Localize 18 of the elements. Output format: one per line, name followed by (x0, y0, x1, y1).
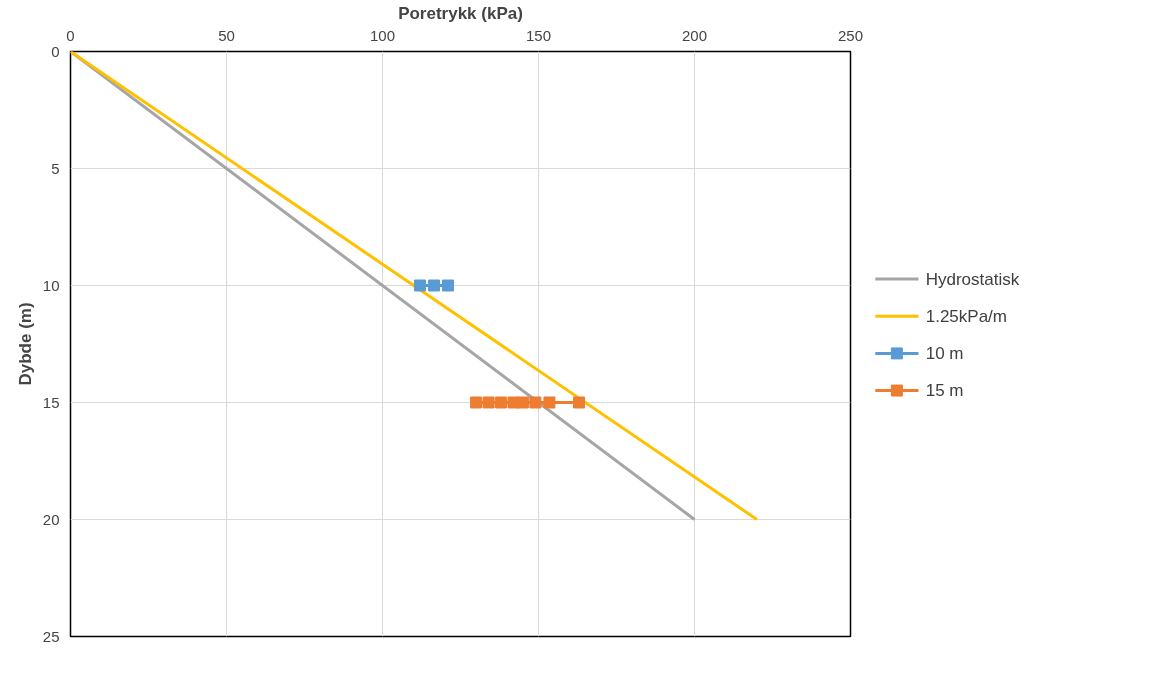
legend-label: 1.25kPa/m (925, 306, 1007, 326)
x-tick-label: 50 (218, 26, 235, 44)
x-tick-label: 200 (681, 26, 708, 44)
y-tick-label: 10 (42, 276, 60, 294)
y-tick-label: 25 (42, 627, 60, 645)
x-tick-label: 250 (837, 26, 864, 44)
y-tick-label: 5 (51, 159, 60, 177)
y-tick-label: 15 (42, 393, 60, 411)
x-axis-title: Poretrykk (kPa) (398, 3, 523, 23)
legend-label: 15 m (925, 381, 964, 401)
x-tick-label: 0 (66, 26, 75, 44)
y-axis-title: Dybde (m) (15, 302, 35, 386)
legend-label: 10 m (925, 343, 964, 363)
legend-label: Hydrostatisk (925, 269, 1020, 289)
x-tick-label: 150 (525, 26, 552, 44)
y-tick-label: 20 (42, 510, 60, 528)
x-tick-label: 100 (369, 26, 396, 44)
y-tick-label: 0 (51, 42, 60, 60)
